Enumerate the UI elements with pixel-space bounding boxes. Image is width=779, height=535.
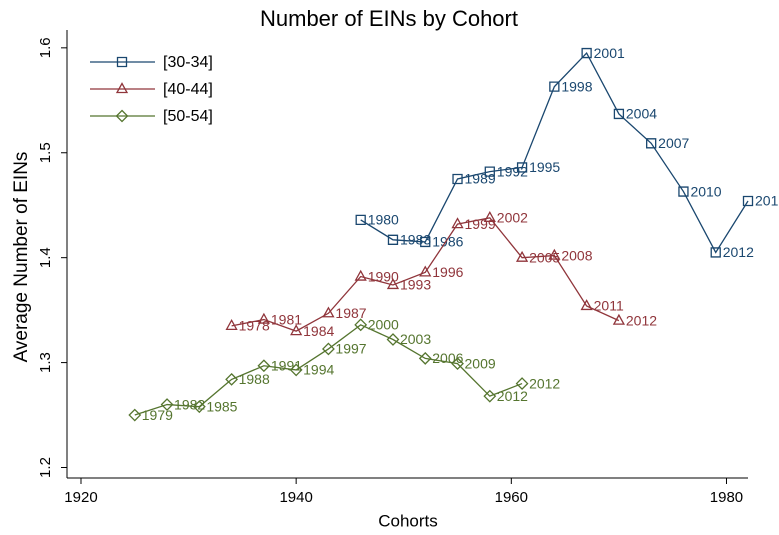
point-label: 1993 xyxy=(400,277,431,293)
marker xyxy=(354,318,368,332)
marker xyxy=(225,372,239,386)
marker xyxy=(257,312,270,324)
marker xyxy=(484,166,495,177)
marker xyxy=(452,173,463,185)
legend-label: [30-34] xyxy=(163,54,213,71)
marker xyxy=(515,377,529,390)
marker xyxy=(678,186,689,197)
marker xyxy=(192,400,206,414)
x-tick-label: 1960 xyxy=(495,489,528,506)
point-label: 1985 xyxy=(206,398,237,414)
point-label: 1984 xyxy=(303,323,334,339)
point-label: 2012 xyxy=(626,312,657,328)
point-label: 2012 xyxy=(723,244,754,260)
marker xyxy=(548,248,561,260)
marker xyxy=(160,398,174,411)
marker xyxy=(128,408,142,422)
point-label: 2010 xyxy=(690,183,721,199)
legend-label: [50-54] xyxy=(163,108,213,125)
legend-label: [40-44] xyxy=(163,81,213,98)
x-axis-label: Cohorts xyxy=(378,511,438,530)
point-label: 1988 xyxy=(239,371,270,387)
point-label: 2001 xyxy=(594,45,625,61)
point-label: 1996 xyxy=(432,264,463,280)
marker xyxy=(387,234,399,245)
marker xyxy=(613,108,625,120)
point-label: 201 xyxy=(755,193,779,209)
marker xyxy=(355,214,366,226)
point-label: 1987 xyxy=(335,305,366,321)
marker xyxy=(290,324,303,336)
y-axis-label: Average Number of EINs xyxy=(11,152,32,363)
point-label: 1991 xyxy=(271,357,302,373)
point-label: 1989 xyxy=(465,171,496,187)
point-label: 1979 xyxy=(142,407,173,423)
point-label: 1981 xyxy=(271,311,302,327)
point-label: 2003 xyxy=(400,331,431,347)
marker xyxy=(515,250,529,262)
series-line xyxy=(231,217,620,332)
marker xyxy=(115,82,129,94)
point-label: 2009 xyxy=(465,355,496,371)
point-label: 1995 xyxy=(529,159,560,175)
marker xyxy=(116,56,128,68)
marker xyxy=(289,363,303,377)
marker xyxy=(322,342,335,356)
marker xyxy=(581,47,592,59)
point-label: 2012 xyxy=(497,388,528,404)
marker xyxy=(580,299,593,311)
point-label: 2004 xyxy=(626,106,657,122)
series-line xyxy=(134,324,523,416)
series-line xyxy=(360,51,749,254)
marker xyxy=(549,81,560,92)
point-label: 1978 xyxy=(239,318,270,334)
marker xyxy=(451,357,464,371)
x-tick-label: 1980 xyxy=(710,489,743,506)
marker xyxy=(483,389,497,403)
point-label: 1982 xyxy=(174,396,205,412)
y-tick-label: 1.4 xyxy=(37,247,54,268)
point-label: 1983 xyxy=(400,232,431,248)
point-label: 2006 xyxy=(432,350,463,366)
point-label: 1980 xyxy=(368,212,399,228)
x-tick-label: 1940 xyxy=(279,489,312,506)
marker xyxy=(322,306,335,318)
point-label: 2008 xyxy=(561,247,592,263)
point-label: 2002 xyxy=(497,210,528,226)
marker xyxy=(115,109,129,123)
point-label: 1994 xyxy=(303,362,334,378)
y-tick-label: 1.6 xyxy=(37,37,54,58)
marker xyxy=(386,278,400,290)
marker xyxy=(420,236,431,248)
marker xyxy=(742,195,754,207)
marker xyxy=(516,162,528,173)
marker xyxy=(451,217,464,229)
point-label: 1986 xyxy=(432,234,463,250)
marker xyxy=(354,269,367,281)
point-label: 1990 xyxy=(368,268,399,284)
y-tick-label: 1.5 xyxy=(37,142,54,163)
chart-title: Number of EINs by Cohort xyxy=(260,6,518,31)
point-label: 1998 xyxy=(561,78,592,94)
y-tick-label: 1.3 xyxy=(37,352,54,373)
marker xyxy=(418,351,432,365)
point-label: 1992 xyxy=(497,163,528,179)
point-label: 2011 xyxy=(594,298,624,314)
marker xyxy=(483,210,496,222)
y-tick-label: 1.2 xyxy=(37,457,54,478)
x-tick-label: 1920 xyxy=(64,489,97,506)
marker xyxy=(612,313,626,325)
point-label: 2012 xyxy=(529,375,560,391)
marker xyxy=(646,138,657,149)
marker xyxy=(386,333,400,346)
marker xyxy=(419,265,432,277)
marker xyxy=(257,359,271,373)
point-label: 1997 xyxy=(335,341,366,357)
point-label: 1999 xyxy=(465,216,496,232)
marker xyxy=(710,247,721,258)
point-label: 2000 xyxy=(368,317,399,333)
marker xyxy=(225,319,238,331)
point-label: 2007 xyxy=(658,135,689,151)
